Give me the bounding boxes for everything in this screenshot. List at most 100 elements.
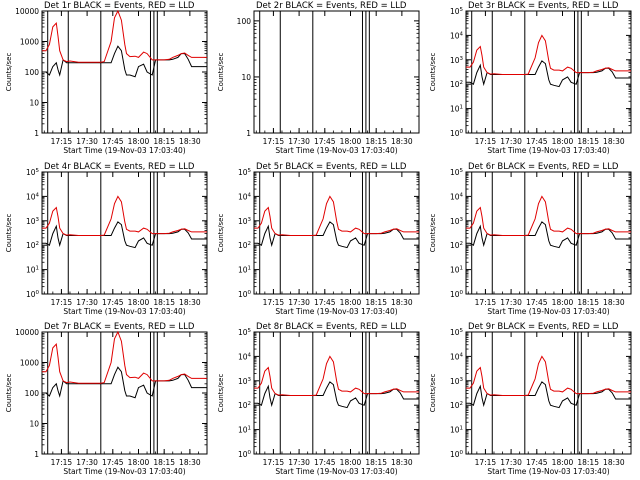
y-tick-label: 104 (450, 352, 464, 361)
x-tick-label: 17:45 (314, 137, 336, 146)
chart-title: Det 7r BLACK = Events, RED = LLD (44, 322, 195, 332)
y-tick-label-exponent: 3 (248, 217, 252, 223)
y-tick-label: 104 (26, 192, 40, 201)
y-tick-label: 101 (450, 426, 463, 435)
x-tick-label: 18:15 (577, 458, 599, 467)
y-axis-label: Counts/sec (217, 53, 225, 92)
y-tick-label: 1 (34, 450, 39, 459)
y-tick-label: 100 (450, 129, 464, 138)
y-tick-label-exponent: 5 (460, 328, 464, 334)
x-tick-label: 18:30 (179, 298, 201, 307)
y-tick-label: 105 (26, 168, 40, 177)
y-tick-label: 101 (238, 426, 251, 435)
x-tick-label: 17:45 (102, 137, 124, 146)
plot-frame (253, 10, 420, 134)
x-axis-label: Start Time (19-Nov-03 17:03:40) (487, 307, 609, 316)
lld-series-line (254, 195, 419, 236)
y-tick-label: 103 (450, 377, 464, 386)
y-tick-label-exponent: 1 (248, 426, 252, 432)
x-tick-label: 17:15 (263, 137, 285, 146)
x-tick-label: 17:30 (500, 458, 522, 467)
x-tick-label: 17:30 (500, 298, 522, 307)
y-tick-label: 102 (450, 241, 463, 250)
y-tick-label: 101 (450, 266, 463, 275)
y-tick-label: 10 (29, 420, 39, 429)
events-series-line (42, 366, 207, 399)
y-tick-label-exponent: 3 (460, 56, 464, 62)
y-tick-label: 105 (450, 168, 464, 177)
y-tick-label-exponent: 0 (460, 129, 464, 135)
lld-series-line (42, 9, 207, 63)
x-tick-label: 18:00 (552, 137, 574, 146)
y-tick-label-exponent: 1 (248, 266, 252, 272)
y-tick-label: 10 (29, 99, 39, 108)
y-tick-label: 104 (238, 192, 252, 201)
x-tick-label: 17:15 (475, 298, 497, 307)
x-tick-label: 18:15 (365, 137, 387, 146)
x-tick-label: 18:15 (153, 458, 175, 467)
y-tick-label-exponent: 0 (460, 450, 464, 456)
detector-panel-9: Det 9r BLACK = Events, RED = LLD Counts/s… (429, 322, 632, 476)
y-axis-label: Counts/sec (429, 374, 437, 413)
plot-frame (253, 171, 420, 295)
y-axis-label: Counts/sec (217, 214, 225, 253)
y-tick-label-exponent: 0 (36, 290, 40, 296)
y-axis-label: Counts/sec (429, 53, 437, 92)
x-tick-label: 17:45 (526, 458, 548, 467)
chart-title: Det 5r BLACK = Events, RED = LLD (256, 162, 407, 172)
x-tick-label: 18:30 (391, 298, 413, 307)
x-tick-label: 17:45 (102, 458, 124, 467)
x-tick-label: 18:00 (340, 137, 362, 146)
x-tick-label: 17:45 (314, 298, 336, 307)
y-tick-label: 103 (26, 217, 40, 226)
y-tick-label-exponent: 3 (460, 217, 464, 223)
y-axis-label: Counts/sec (5, 214, 13, 253)
y-tick-label-exponent: 0 (248, 450, 252, 456)
x-tick-label: 17:30 (76, 137, 98, 146)
x-tick-label: 17:30 (288, 137, 310, 146)
x-tick-label: 18:30 (603, 298, 625, 307)
lld-series-line (466, 355, 631, 396)
chart-title: Det 6r BLACK = Events, RED = LLD (468, 162, 619, 172)
x-axis-label: Start Time (19-Nov-03 17:03:40) (275, 467, 397, 476)
lld-series-line (466, 34, 631, 75)
y-axis-label: Counts/sec (217, 374, 225, 413)
chart-title: Det 4r BLACK = Events, RED = LLD (44, 162, 195, 172)
x-tick-label: 18:00 (340, 298, 362, 307)
plot-frame (41, 331, 208, 455)
x-tick-label: 17:45 (526, 298, 548, 307)
x-tick-label: 18:15 (153, 137, 175, 146)
y-tick-label: 10000 (15, 7, 39, 16)
y-tick-label-exponent: 4 (460, 352, 464, 358)
y-tick-label: 1000 (20, 38, 39, 47)
y-tick-label-exponent: 2 (248, 241, 252, 247)
lld-series-line (254, 355, 419, 396)
events-series-line (466, 381, 631, 409)
y-tick-label: 105 (450, 7, 464, 16)
y-tick-label-exponent: 5 (36, 168, 40, 174)
y-tick-label: 104 (238, 352, 252, 361)
y-tick-label-exponent: 1 (460, 105, 464, 111)
x-tick-label: 17:45 (526, 137, 548, 146)
y-tick-label: 1 (246, 129, 251, 138)
x-axis-label: Start Time (19-Nov-03 17:03:40) (63, 146, 185, 155)
x-tick-label: 18:00 (128, 137, 150, 146)
lld-series-line (42, 330, 207, 384)
x-tick-label: 18:30 (603, 137, 625, 146)
x-tick-label: 17:30 (500, 137, 522, 146)
detector-panel-6: Det 6r BLACK = Events, RED = LLD Counts/s… (429, 162, 632, 316)
y-tick-label: 101 (238, 266, 251, 275)
x-tick-label: 17:30 (288, 298, 310, 307)
y-tick-label-exponent: 3 (36, 217, 40, 223)
plot-frame (465, 10, 632, 134)
y-tick-label-exponent: 1 (36, 266, 40, 272)
x-axis-label: Start Time (19-Nov-03 17:03:40) (63, 307, 185, 316)
events-series-line (254, 221, 419, 249)
y-tick-label-exponent: 2 (460, 80, 464, 86)
x-tick-label: 17:30 (76, 298, 98, 307)
x-tick-label: 17:15 (51, 458, 73, 467)
y-tick-label-exponent: 5 (248, 328, 252, 334)
lld-series-line (466, 195, 631, 236)
events-series-line (42, 45, 207, 78)
